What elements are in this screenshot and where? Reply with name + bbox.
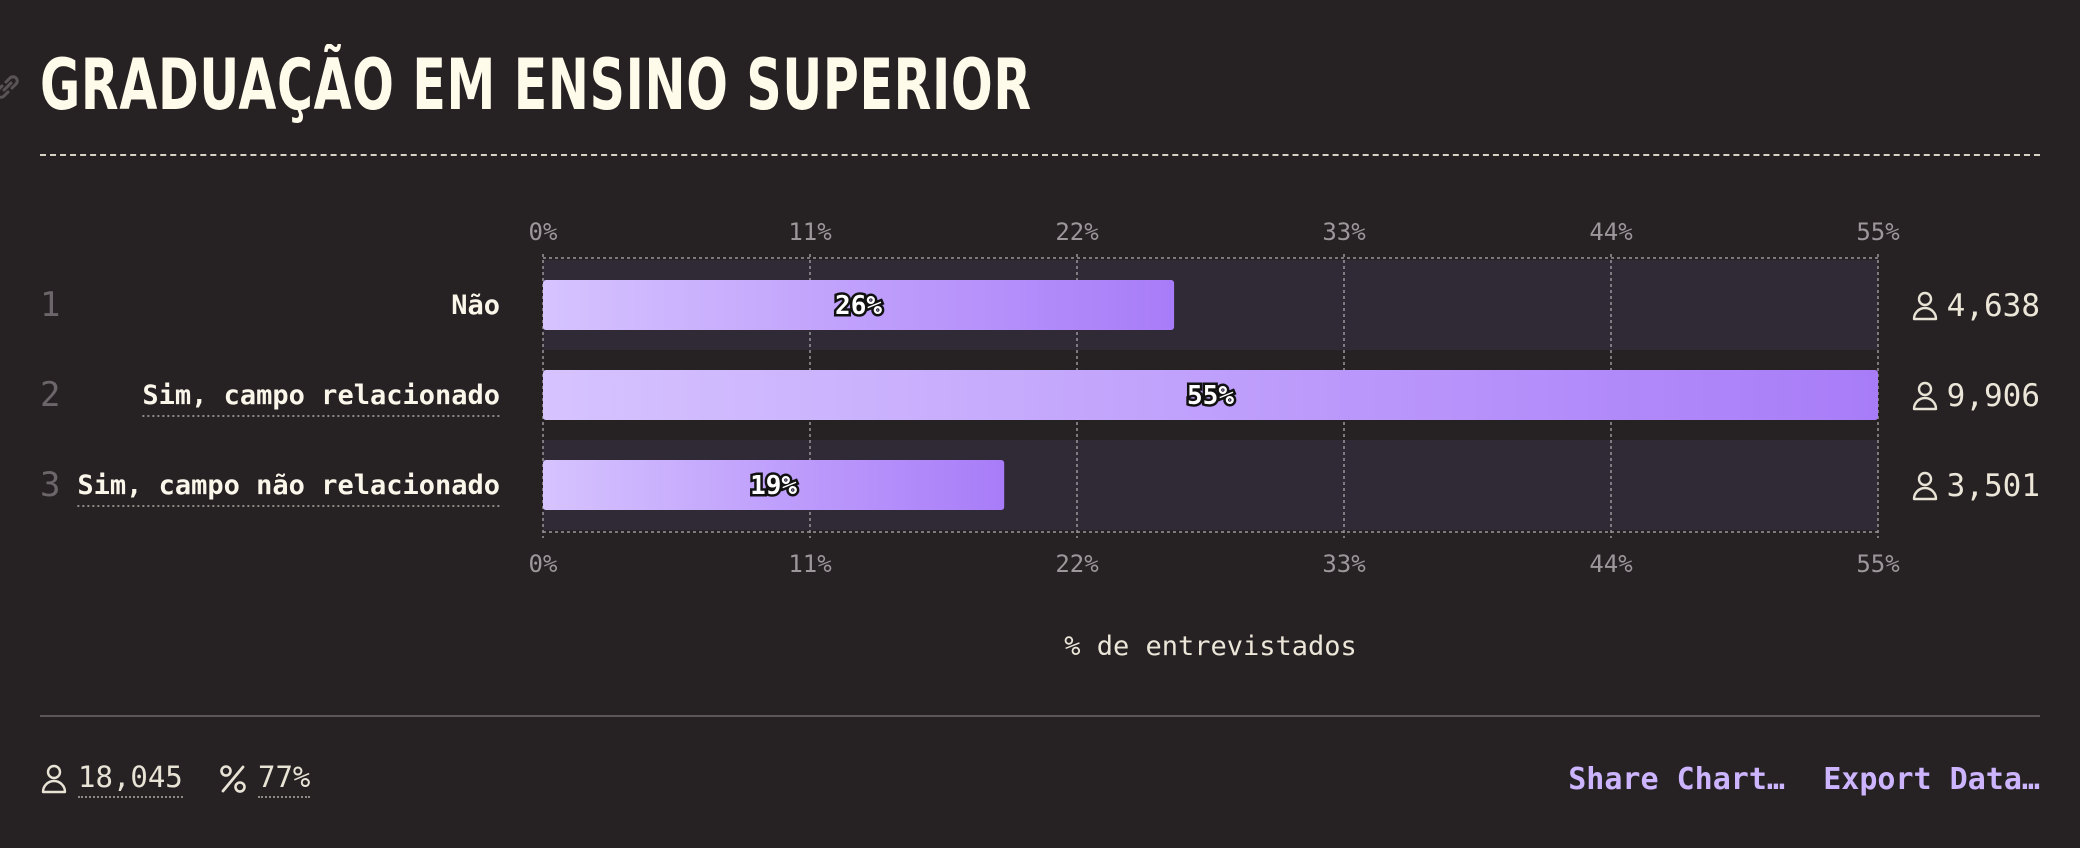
x-tick-label-bottom: 55% xyxy=(1856,550,1900,578)
bar-chart: 0% 0% 11% 11% 22% 22% 33% 33% 44% 44% 55% 55% 26% 1 Nã… xyxy=(40,218,2040,662)
person-icon xyxy=(41,764,67,794)
title-divider xyxy=(40,154,2040,156)
respondents-count: 18,045 xyxy=(78,760,183,798)
row-rank: 2 xyxy=(40,375,60,415)
x-tick-label-top: 33% xyxy=(1322,218,1366,246)
bar-value-label: 19% xyxy=(750,471,797,501)
row-rank: 3 xyxy=(40,465,60,505)
x-tick-label-top: 55% xyxy=(1856,218,1900,246)
footer-divider xyxy=(40,715,2040,717)
person-glyph xyxy=(1912,381,1938,411)
person-glyph xyxy=(1912,291,1938,321)
x-tick-label-top: 11% xyxy=(788,218,832,246)
x-tick-label-bottom: 11% xyxy=(788,550,832,578)
x-tick-label-bottom: 44% xyxy=(1589,550,1633,578)
x-tick-label-top: 0% xyxy=(529,218,558,246)
respondents-stat[interactable]: 18,045 xyxy=(40,760,183,798)
x-tick-label-top: 22% xyxy=(1055,218,1099,246)
respondent-count: 4,638 xyxy=(1947,288,2040,324)
x-tick-label-bottom: 22% xyxy=(1055,550,1099,578)
bar xyxy=(543,370,1878,420)
bar-value-label: 26% xyxy=(835,291,882,321)
respondent-count: 3,501 xyxy=(1947,468,2040,504)
x-tick-label-bottom: 0% xyxy=(529,550,558,578)
bar-value-label: 55% xyxy=(1187,381,1234,411)
person-icon xyxy=(1912,381,1938,411)
completion-stat[interactable]: 77% xyxy=(218,760,311,798)
category-label: Não xyxy=(451,290,500,321)
x-tick-label-bottom: 33% xyxy=(1322,550,1366,578)
row-rank: 1 xyxy=(40,285,60,325)
bar xyxy=(543,280,1175,330)
link-icon[interactable] xyxy=(0,72,22,102)
x-tick-label-top: 44% xyxy=(1589,218,1633,246)
export-data-button[interactable]: Export Data… xyxy=(1823,762,2040,797)
completion-rate: 77% xyxy=(258,760,311,798)
percent-icon xyxy=(220,765,246,793)
category-label: Sim, campo não relacionado xyxy=(77,470,500,501)
person-icon xyxy=(1912,471,1938,501)
respondent-count: 9,906 xyxy=(1947,378,2040,414)
person-icon xyxy=(1912,291,1938,321)
person-glyph xyxy=(1912,471,1938,501)
share-chart-button[interactable]: Share Chart… xyxy=(1568,762,1785,797)
bar xyxy=(543,460,1005,510)
category-label: Sim, campo relacionado xyxy=(142,380,500,411)
chart-title: GRADUAÇÃO EM ENSINO SUPERIOR xyxy=(40,44,1032,126)
x-axis-label: % de entrevistados xyxy=(1064,631,1357,662)
